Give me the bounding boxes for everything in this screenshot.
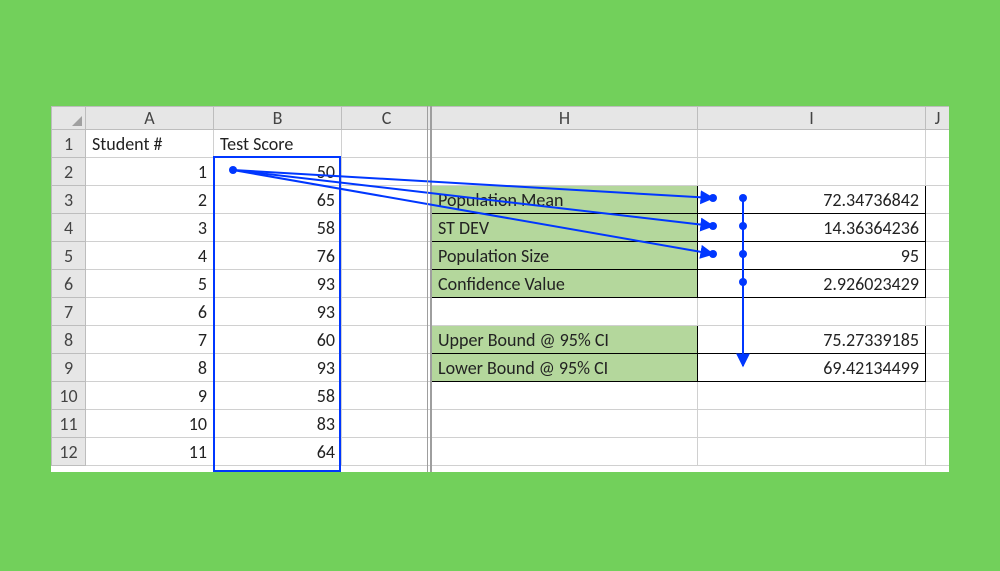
cell-J9[interactable]	[926, 354, 950, 382]
cell-H8[interactable]: Upper Bound @ 95% CI	[432, 326, 698, 354]
cell-C6[interactable]	[342, 270, 432, 298]
hidden-columns-divider-2	[427, 106, 428, 472]
cell-B5[interactable]: 76	[214, 242, 342, 270]
row-header-3[interactable]: 3	[52, 186, 86, 214]
column-header-A[interactable]: A	[86, 107, 214, 130]
cell-I9[interactable]: 69.42134499	[698, 354, 926, 382]
cell-C10[interactable]	[342, 382, 432, 410]
cell-I7[interactable]	[698, 298, 926, 326]
cell-J6[interactable]	[926, 270, 950, 298]
cell-A6[interactable]: 5	[86, 270, 214, 298]
cell-H11[interactable]	[432, 410, 698, 438]
cell-C4[interactable]	[342, 214, 432, 242]
cell-I11[interactable]	[698, 410, 926, 438]
row-header-1[interactable]: 1	[52, 130, 86, 158]
cell-B12[interactable]: 64	[214, 438, 342, 466]
cell-B4[interactable]: 58	[214, 214, 342, 242]
column-header-J[interactable]: J	[926, 107, 950, 130]
cell-A11[interactable]: 10	[86, 410, 214, 438]
cell-B11[interactable]: 83	[214, 410, 342, 438]
cell-J4[interactable]	[926, 214, 950, 242]
cell-I4[interactable]: 14.36364236	[698, 214, 926, 242]
stage: ABCHIJ1Student #Test Score21503265Popula…	[0, 0, 1000, 571]
cell-J11[interactable]	[926, 410, 950, 438]
cell-J12[interactable]	[926, 438, 950, 466]
cell-C11[interactable]	[342, 410, 432, 438]
cell-A10[interactable]: 9	[86, 382, 214, 410]
cell-B3[interactable]: 65	[214, 186, 342, 214]
cell-B1[interactable]: Test Score	[214, 130, 342, 158]
cell-I8[interactable]: 75.27339185	[698, 326, 926, 354]
row-header-12[interactable]: 12	[52, 438, 86, 466]
row-header-7[interactable]: 7	[52, 298, 86, 326]
cell-I2[interactable]	[698, 158, 926, 186]
cell-C2[interactable]	[342, 158, 432, 186]
cell-B10[interactable]: 58	[214, 382, 342, 410]
cell-A3[interactable]: 2	[86, 186, 214, 214]
cell-A8[interactable]: 7	[86, 326, 214, 354]
cell-H7[interactable]	[432, 298, 698, 326]
cell-A7[interactable]: 6	[86, 298, 214, 326]
cell-C7[interactable]	[342, 298, 432, 326]
cell-C8[interactable]	[342, 326, 432, 354]
cell-H12[interactable]	[432, 438, 698, 466]
column-header-C[interactable]: C	[342, 107, 432, 130]
cell-I10[interactable]	[698, 382, 926, 410]
cell-I5[interactable]: 95	[698, 242, 926, 270]
row-header-8[interactable]: 8	[52, 326, 86, 354]
cell-A9[interactable]: 8	[86, 354, 214, 382]
cell-B8[interactable]: 60	[214, 326, 342, 354]
hidden-columns-divider	[430, 106, 432, 472]
cell-C1[interactable]	[342, 130, 432, 158]
cell-I12[interactable]	[698, 438, 926, 466]
cell-B7[interactable]: 93	[214, 298, 342, 326]
cell-B2[interactable]: 50	[214, 158, 342, 186]
cell-C9[interactable]	[342, 354, 432, 382]
column-header-I[interactable]: I	[698, 107, 926, 130]
cell-C12[interactable]	[342, 438, 432, 466]
cell-H9[interactable]: Lower Bound @ 95% CI	[432, 354, 698, 382]
cell-J5[interactable]	[926, 242, 950, 270]
row-header-5[interactable]: 5	[52, 242, 86, 270]
cell-H2[interactable]	[432, 158, 698, 186]
column-header-H[interactable]: H	[432, 107, 698, 130]
spreadsheet-viewport[interactable]: ABCHIJ1Student #Test Score21503265Popula…	[51, 106, 949, 472]
cell-H10[interactable]	[432, 382, 698, 410]
row-header-4[interactable]: 4	[52, 214, 86, 242]
cell-J7[interactable]	[926, 298, 950, 326]
cell-A1[interactable]: Student #	[86, 130, 214, 158]
spreadsheet-grid[interactable]: ABCHIJ1Student #Test Score21503265Popula…	[51, 106, 949, 466]
cell-J8[interactable]	[926, 326, 950, 354]
row-header-10[interactable]: 10	[52, 382, 86, 410]
column-header-B[interactable]: B	[214, 107, 342, 130]
cell-H3[interactable]: Population Mean	[432, 186, 698, 214]
row-header-2[interactable]: 2	[52, 158, 86, 186]
select-all-corner[interactable]	[52, 107, 86, 130]
cell-J2[interactable]	[926, 158, 950, 186]
cell-I6[interactable]: 2.926023429	[698, 270, 926, 298]
cell-C3[interactable]	[342, 186, 432, 214]
cell-A12[interactable]: 11	[86, 438, 214, 466]
cell-C5[interactable]	[342, 242, 432, 270]
row-header-9[interactable]: 9	[52, 354, 86, 382]
cell-I1[interactable]	[698, 130, 926, 158]
cell-H1[interactable]	[432, 130, 698, 158]
cell-J3[interactable]	[926, 186, 950, 214]
cell-H4[interactable]: ST DEV	[432, 214, 698, 242]
row-header-6[interactable]: 6	[52, 270, 86, 298]
cell-I3[interactable]: 72.34736842	[698, 186, 926, 214]
cell-H5[interactable]: Population Size	[432, 242, 698, 270]
cell-H6[interactable]: Confidence Value	[432, 270, 698, 298]
cell-A2[interactable]: 1	[86, 158, 214, 186]
cell-A5[interactable]: 4	[86, 242, 214, 270]
cell-A4[interactable]: 3	[86, 214, 214, 242]
cell-B6[interactable]: 93	[214, 270, 342, 298]
cell-B9[interactable]: 93	[214, 354, 342, 382]
cell-J1[interactable]	[926, 130, 950, 158]
cell-J10[interactable]	[926, 382, 950, 410]
row-header-11[interactable]: 11	[52, 410, 86, 438]
